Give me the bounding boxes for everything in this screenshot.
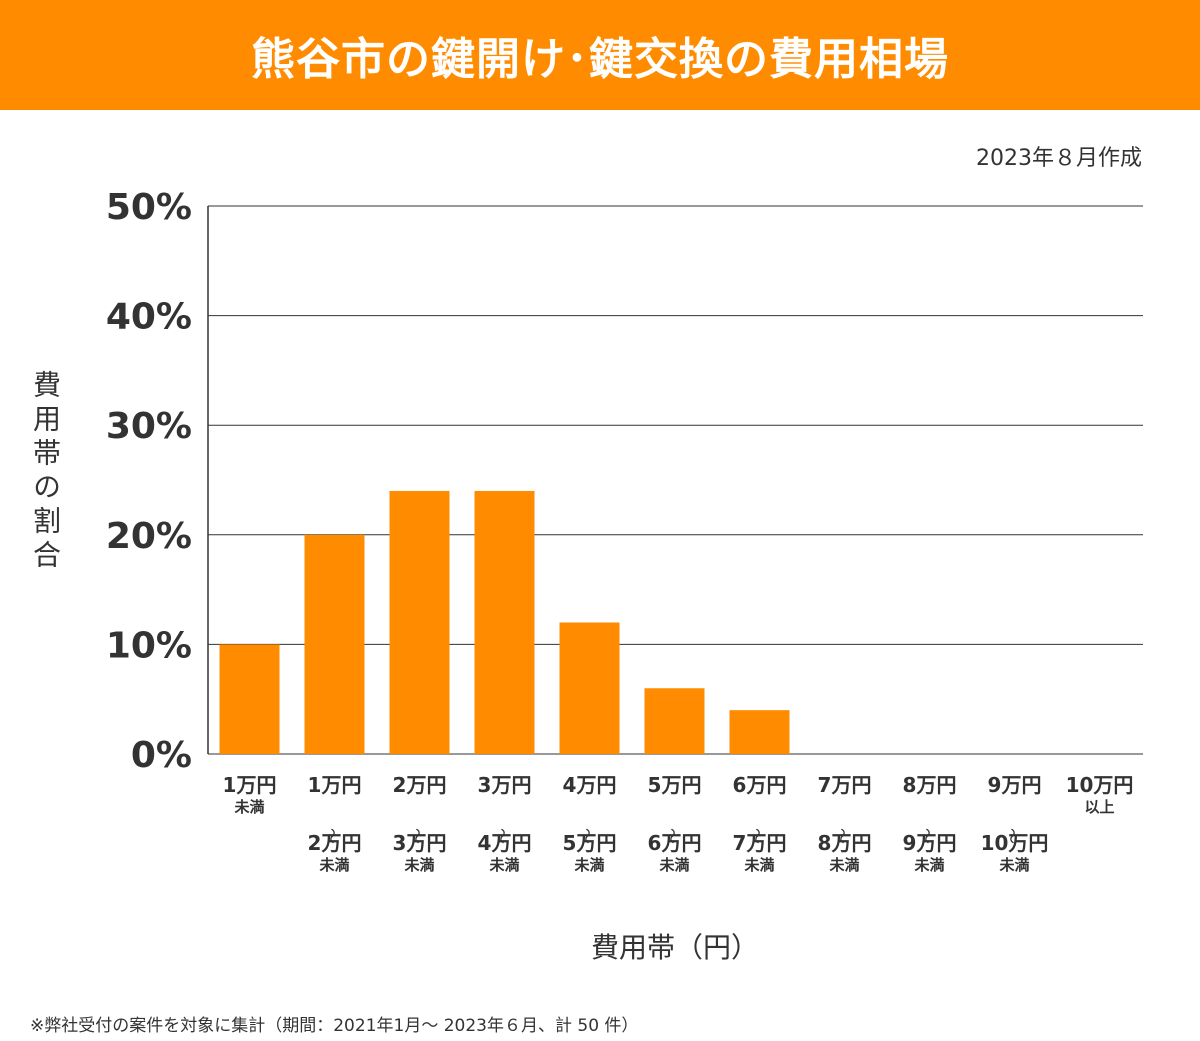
x-tick-label: 4万円～5万円未満: [563, 773, 617, 874]
x-tick-label: 7万円～8万円未満: [818, 773, 872, 874]
y-tick-label: 50%: [106, 187, 192, 228]
x-tick-label: 6万円～7万円未満: [733, 773, 787, 874]
x-tick-label: 1万円未満: [223, 773, 277, 816]
x-tick-label: 5万円～6万円未満: [648, 773, 702, 874]
chart-title: 熊谷市の鍵開け･鍵交換の費用相場: [251, 34, 949, 85]
x-tick-label: 9万円～10万円未満: [981, 773, 1049, 874]
y-tick-label: 30%: [106, 406, 192, 447]
y-axis-label: 費用帯の割合: [29, 370, 62, 574]
bar: [474, 490, 535, 754]
x-tick-label: 1万円～2万円未満: [308, 773, 362, 874]
x-axis-label: 費用帯（円）: [590, 931, 759, 964]
bar: [304, 534, 365, 754]
y-tick-label: 20%: [106, 516, 192, 557]
x-tick-label: 3万円～4万円未満: [478, 773, 532, 874]
x-tick-label: 10万円以上: [1066, 773, 1134, 816]
created-date-note: 2023年８月作成: [976, 146, 1142, 171]
x-tick-label: 2万円～3万円未満: [393, 773, 447, 874]
title-bar: 熊谷市の鍵開け･鍵交換の費用相場: [0, 0, 1200, 110]
bar: [559, 622, 620, 754]
bar: [219, 644, 280, 754]
x-tick-label: 8万円～9万円未満: [903, 773, 957, 874]
y-tick-label: 40%: [106, 297, 192, 338]
footnote: ※弊社受付の案件を対象に集計（期間：2021年1月～ 2023年６月、計 50 …: [30, 1016, 639, 1036]
bar: [644, 688, 705, 754]
bar: [729, 710, 790, 754]
y-tick-label: 0%: [131, 735, 192, 776]
bar: [389, 490, 450, 754]
y-tick-label: 10%: [106, 625, 192, 666]
